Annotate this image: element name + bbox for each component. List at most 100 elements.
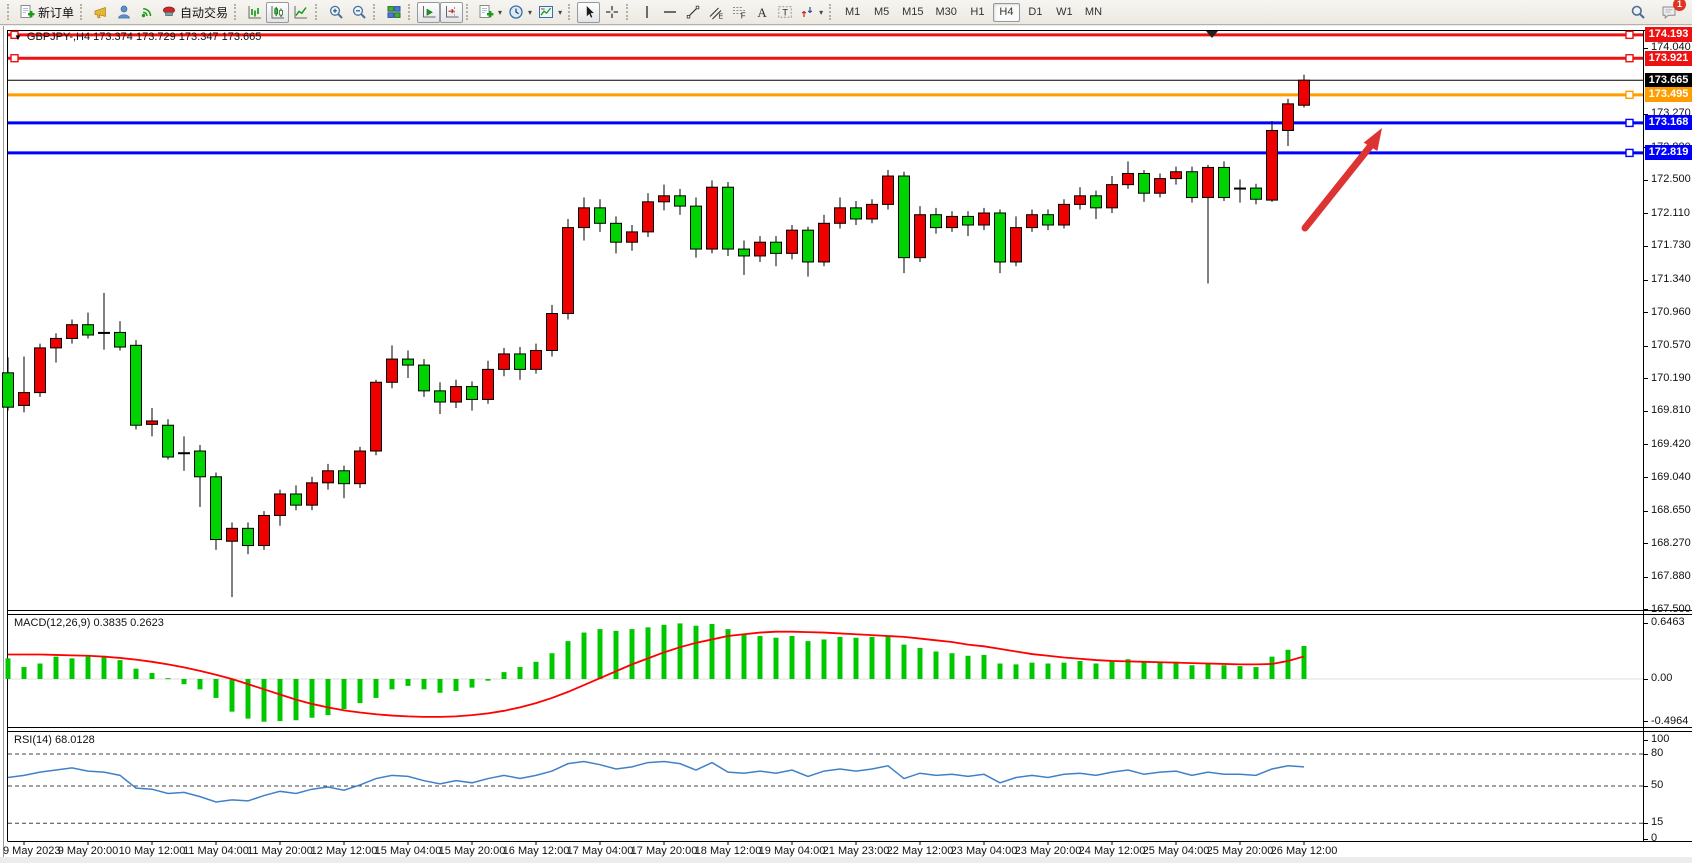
horizontal-line-object[interactable] bbox=[8, 54, 1643, 63]
indicators-icon bbox=[479, 5, 494, 18]
line-anchor-icon[interactable] bbox=[1625, 30, 1634, 40]
crosshair-button[interactable] bbox=[600, 2, 623, 23]
candle-chart-icon bbox=[271, 6, 284, 19]
horizontal-line-object[interactable] bbox=[8, 118, 1643, 128]
new-order-button-label: 新订单 bbox=[38, 5, 75, 20]
templates-button[interactable]: ▾ bbox=[535, 2, 565, 23]
candle-chart-button[interactable] bbox=[266, 1, 290, 23]
bar-chart-button[interactable] bbox=[243, 2, 266, 23]
timeframe-m30[interactable]: M30 bbox=[935, 6, 957, 18]
chevron-down-icon[interactable]: ▾ bbox=[528, 7, 533, 17]
toolbar-grip bbox=[829, 4, 835, 20]
toolbar-grip bbox=[408, 4, 414, 20]
text-icon: A bbox=[757, 5, 767, 20]
toolbar-grip bbox=[80, 4, 86, 20]
text-button[interactable]: A bbox=[750, 2, 773, 23]
zoom-out-button[interactable] bbox=[347, 2, 370, 23]
trendline-icon bbox=[686, 5, 699, 19]
zoom-in-icon bbox=[329, 5, 343, 19]
autotrading-button[interactable]: 自动交易 bbox=[158, 2, 231, 23]
macd-indicator bbox=[5, 623, 1643, 722]
chart-shift-button[interactable] bbox=[440, 1, 464, 23]
svg-text:A: A bbox=[757, 5, 767, 20]
templates-icon bbox=[539, 6, 554, 18]
symbol-collapse-icon[interactable]: ▼ bbox=[14, 33, 22, 42]
channel-button[interactable]: E bbox=[704, 2, 727, 23]
timeframe-m1[interactable]: M1 bbox=[844, 6, 861, 18]
chart-shift-marker-icon[interactable] bbox=[1206, 31, 1218, 38]
chart-shift-icon bbox=[445, 6, 459, 18]
line-anchor-icon[interactable] bbox=[1625, 54, 1634, 63]
fibonacci-button[interactable]: F bbox=[727, 2, 750, 23]
timeframe-m5[interactable]: M5 bbox=[873, 6, 890, 18]
autotrading-button-label: 自动交易 bbox=[180, 5, 229, 20]
toolbar-grip bbox=[373, 4, 379, 20]
line-anchor-icon[interactable] bbox=[1625, 90, 1634, 100]
horizontal-line-object[interactable] bbox=[8, 148, 1643, 158]
auto-scroll-icon bbox=[422, 6, 436, 18]
toolbar-grip bbox=[626, 4, 632, 20]
line-anchor-icon[interactable] bbox=[1625, 148, 1634, 158]
signals-button[interactable] bbox=[135, 2, 158, 23]
timeframe-h1[interactable]: H1 bbox=[970, 6, 985, 18]
toolbar-grip bbox=[7, 4, 13, 20]
line-chart-button[interactable] bbox=[289, 2, 312, 23]
timeframe-d1[interactable]: D1 bbox=[1028, 6, 1043, 18]
line-anchor-icon[interactable] bbox=[10, 30, 19, 40]
chevron-down-icon[interactable]: ▾ bbox=[558, 7, 563, 17]
market-button[interactable] bbox=[112, 2, 135, 23]
signals-icon bbox=[141, 7, 151, 18]
chart-title-text: GBPJPY-,H4 173.374 173.729 173.347 173.6… bbox=[26, 31, 262, 43]
timeframe-w1[interactable]: W1 bbox=[1056, 6, 1073, 18]
vertical-line-button[interactable] bbox=[635, 2, 658, 23]
horizontal-line-icon bbox=[663, 11, 676, 13]
toolbar-grip bbox=[234, 4, 240, 20]
line-anchor-icon[interactable] bbox=[10, 54, 19, 63]
chart-canvas bbox=[0, 26, 1692, 857]
chart-title[interactable]: ▼ GBPJPY-,H4 173.374 173.729 173.347 173.… bbox=[14, 31, 261, 43]
fibonacci-icon: F bbox=[732, 7, 745, 20]
timeframe-mn[interactable]: MN bbox=[1084, 6, 1103, 18]
toolbar-grip bbox=[568, 4, 574, 20]
horizontal-line-object[interactable] bbox=[8, 90, 1643, 100]
indicators-button[interactable]: ▾ bbox=[475, 2, 505, 23]
new-order-button[interactable]: 新订单 bbox=[16, 2, 77, 23]
cursor-button[interactable] bbox=[577, 1, 601, 23]
svg-text:E: E bbox=[718, 14, 723, 21]
toolbar-right: 1 bbox=[1626, 0, 1688, 23]
chevron-down-icon[interactable]: ▾ bbox=[498, 7, 503, 17]
shapes-icon bbox=[801, 7, 813, 17]
arrow-object[interactable] bbox=[1301, 128, 1382, 232]
tile-windows-button[interactable] bbox=[382, 2, 405, 23]
profile-icon bbox=[117, 5, 130, 19]
candles bbox=[2, 74, 1310, 598]
label-button[interactable]: T bbox=[773, 2, 796, 23]
horizontal-line-object[interactable] bbox=[8, 30, 1643, 40]
zoom-in-button[interactable] bbox=[324, 2, 347, 23]
quotes-button[interactable] bbox=[89, 2, 112, 23]
chat-button[interactable]: 1 bbox=[1657, 0, 1686, 23]
toolbar-grip bbox=[315, 4, 321, 20]
toolbar-grip bbox=[466, 4, 472, 20]
tile-windows-icon bbox=[387, 6, 401, 18]
timeframe-h4[interactable]: H4 bbox=[992, 2, 1020, 22]
line-anchor-icon[interactable] bbox=[1625, 118, 1634, 128]
search-button[interactable] bbox=[1626, 2, 1649, 23]
text-label-icon: T bbox=[777, 6, 792, 19]
zoom-out-icon bbox=[352, 5, 366, 19]
chevron-down-icon[interactable]: ▾ bbox=[819, 7, 824, 17]
shapes-button[interactable]: ▾ bbox=[796, 2, 826, 23]
trendline-button[interactable] bbox=[681, 2, 704, 23]
periods-icon bbox=[509, 5, 523, 19]
periods-button[interactable]: ▾ bbox=[505, 2, 535, 23]
cursor-icon bbox=[585, 4, 595, 19]
search-icon bbox=[1631, 5, 1645, 19]
toolbar: 新订单 自动交易 ▾ ▾ ▾ E F A T ▾ M1 M5 M15 M30 H1 H4 D1 W1 MN 1 bbox=[0, 0, 1692, 25]
bar-chart-icon bbox=[248, 6, 261, 19]
timeframe-m15[interactable]: M15 bbox=[902, 6, 924, 18]
svg-text:T: T bbox=[782, 8, 788, 19]
crosshair-icon bbox=[605, 6, 618, 18]
horizontal-line-button[interactable] bbox=[658, 2, 681, 23]
line-chart-icon bbox=[294, 6, 307, 19]
auto-scroll-button[interactable] bbox=[417, 1, 441, 23]
